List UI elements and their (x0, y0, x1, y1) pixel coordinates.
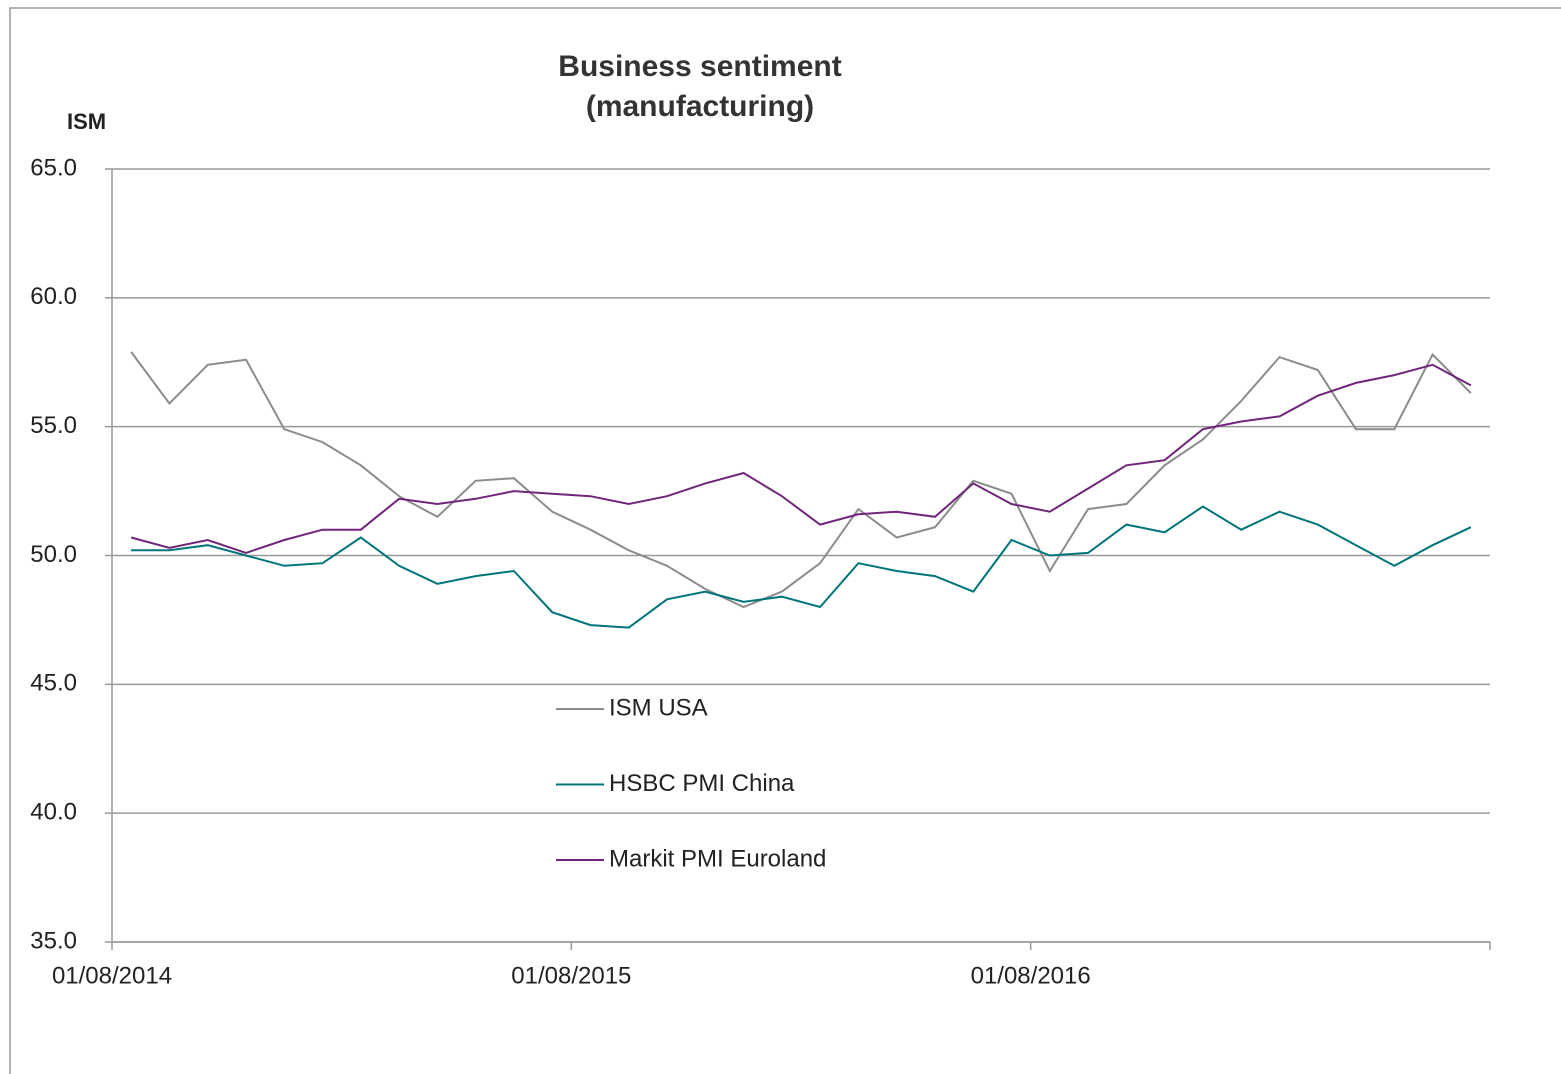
legend-label: Markit PMI Euroland (609, 845, 826, 872)
y-tick-label: 35.0 (30, 927, 77, 954)
y-tick-label: 55.0 (30, 412, 77, 439)
y-axis-title: ISM (67, 109, 106, 134)
x-tick-label: 01/08/2015 (511, 962, 631, 989)
chart-title: (manufacturing) (586, 90, 814, 123)
y-tick-label: 65.0 (30, 154, 77, 181)
x-tick-label: 01/08/2014 (52, 962, 172, 989)
frame (9, 7, 1561, 1074)
series-line (130, 351, 1472, 609)
legend-label: ISM USA (609, 694, 708, 721)
legend-label: HSBC PMI China (609, 770, 795, 797)
series-line (130, 363, 1472, 554)
y-tick-label: 40.0 (30, 799, 77, 826)
y-tick-label: 60.0 (30, 283, 77, 310)
x-tick-label: 01/08/2016 (971, 962, 1091, 989)
y-tick-label: 50.0 (30, 541, 77, 568)
chart-title: Business sentiment (558, 50, 841, 83)
series-line (131, 505, 1472, 629)
y-tick-label: 45.0 (30, 670, 77, 697)
